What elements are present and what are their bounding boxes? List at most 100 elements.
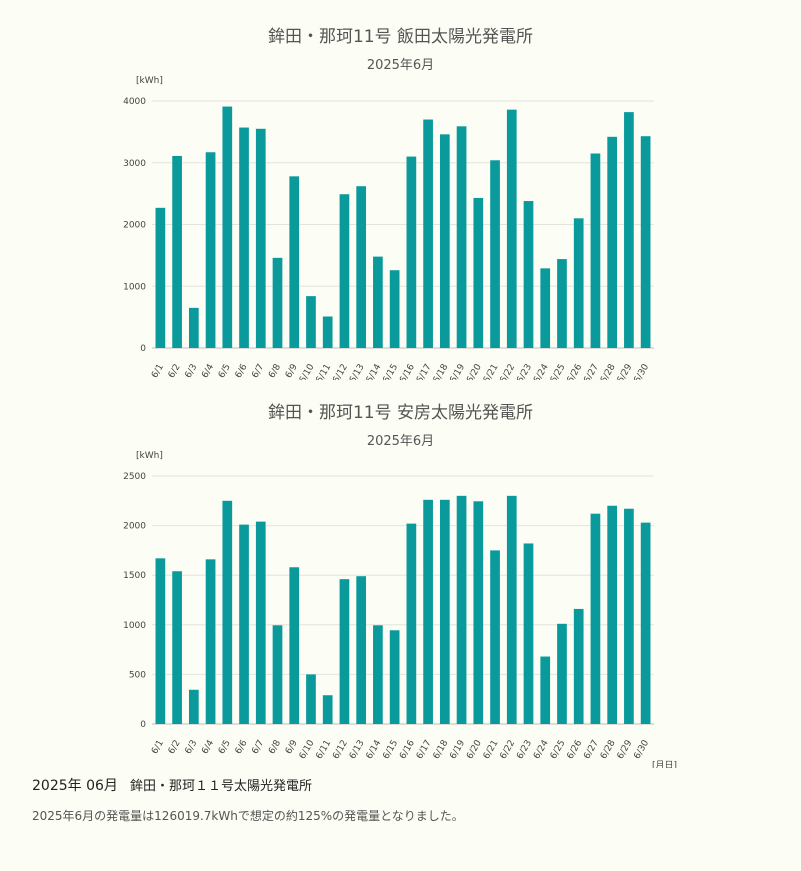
bar [356,186,367,348]
bar [590,153,601,348]
bar [423,499,433,724]
bar [255,128,266,348]
x-tick-label: 6/30 [632,738,651,761]
x-tick-label: 6/16 [398,738,417,761]
bar [439,134,450,348]
bar [506,495,517,724]
y-tick-label: 500 [129,670,146,680]
chart-subtitle: 2025年6月 [366,58,435,73]
x-tick-label: 6/2 [167,739,183,757]
x-tick-label: 6/8 [267,738,283,756]
x-tick-label: 6/17 [415,363,434,381]
y-tick-label: 0 [140,344,146,354]
x-tick-label: 6/4 [200,738,216,756]
y-axis-label: [kWh] [136,76,163,86]
bar [222,106,233,349]
x-tick-label: 6/14 [365,738,384,761]
bar-chart-awa: [kWh] 0 500 1000 1500 2000 2500 6/1 6/2 6/3 6/4 6/5… [123,451,677,768]
x-tick-label: 6/22 [499,363,518,381]
x-tick-label: 6/3 [184,739,200,757]
y-tick-label: 4000 [123,97,146,107]
x-tick-label: 6/12 [331,739,350,762]
bar [389,630,400,724]
bar [205,559,216,724]
bar [306,674,316,724]
x-tick-label: 6/10 [298,738,317,761]
x-tick-label: 6/7 [250,363,266,381]
bar [306,296,316,348]
bar [188,689,199,724]
x-tick-label: 6/23 [515,363,534,381]
x-tick-label: 6/9 [284,738,300,756]
bar [573,218,584,348]
bar [239,127,249,349]
bar [172,155,182,348]
bar [640,522,651,724]
bar [490,160,500,348]
x-tick-label: 6/20 [465,738,484,761]
bar [389,270,400,348]
x-tick-label: 6/29 [616,738,635,761]
x-tick-label: 6/14 [365,362,384,380]
x-tick-label: 6/21 [482,363,501,381]
bar [373,256,383,348]
bar [272,257,283,348]
bar [289,567,300,724]
bar [439,499,450,724]
x-tick-label: 6/1 [150,739,166,757]
x-tick-label: 6/11 [315,363,334,381]
x-tick-label: 6/15 [381,363,400,381]
bar [172,571,182,724]
bar [473,501,484,724]
summary-plant-name: 鉾田・那珂１１号太陽光発電所 [130,779,313,794]
x-tick-label: 6/7 [250,739,266,757]
x-tick-label: 6/4 [200,362,216,380]
x-tick-label: 6/6 [234,362,250,380]
x-tick-label: 6/21 [482,739,501,762]
x-tick-label: 6/1 [150,363,166,381]
y-tick-label: 2500 [123,472,146,482]
bar [590,513,601,724]
bar-chart-iida: [kWh] 0 1000 2000 3000 4000 6/1 6/2 6/3 6/4 6/5 6/6… [123,76,654,381]
chart-awa: 鉾田・那珂11号 安房太陽光発電所 2025年6月 [kWh] 0 500 1000 1… [0,380,801,768]
bar [573,608,584,724]
bar [155,558,166,724]
bar [356,576,367,724]
x-tick-label: 6/6 [234,738,250,756]
x-tick-label: 6/30 [632,362,651,380]
bar [490,550,500,724]
x-tick-label: 6/23 [515,739,534,762]
bar [373,625,383,724]
x-tick-label: 6/28 [599,738,618,761]
x-tick-label: 6/20 [465,362,484,380]
bar [188,307,199,348]
x-tick-label: 6/13 [348,363,367,381]
x-tick-label: 6/19 [448,738,467,761]
y-tick-label: 2000 [123,221,146,231]
x-tick-label: 6/28 [599,362,618,380]
x-tick-label: 6/15 [381,739,400,762]
summary-text: 2025年6月の発電量は126019.7kWhで想定の約125%の発電量となりま… [32,809,464,823]
x-tick-label: 6/29 [616,362,635,380]
bar [339,579,350,724]
bar [607,505,618,724]
bar [540,268,551,348]
x-tick-label: 6/24 [532,362,551,380]
bar [624,112,634,349]
x-tick-label: 6/18 [432,362,451,380]
x-tick-label: 6/22 [499,739,518,762]
x-tick-label: 6/16 [398,362,417,380]
y-tick-label: 3000 [123,159,146,169]
x-tick-label: 6/24 [532,738,551,761]
bar [322,316,333,348]
x-tick-label: 6/2 [167,363,183,381]
x-tick-label: 6/27 [582,739,601,762]
x-tick-label: 6/25 [549,363,568,381]
x-axis-label: [月日] [652,760,677,768]
summary-heading: 2025年 06月 鉾田・那珂１１号太陽光発電所 [32,775,772,795]
x-tick-label: 6/10 [298,362,317,380]
bar [456,495,467,724]
summary: 2025年 06月 鉾田・那珂１１号太陽光発電所 2025年6月の発電量は126… [32,775,772,824]
x-tick-label: 6/3 [184,363,200,381]
bar [557,623,567,724]
